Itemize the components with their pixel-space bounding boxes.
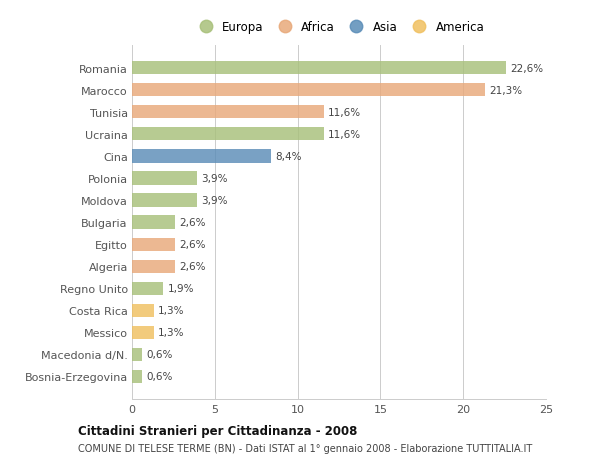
Bar	[132, 62, 506, 75]
Text: 0,6%: 0,6%	[146, 350, 172, 360]
Bar	[132, 326, 154, 339]
Legend: Europa, Africa, Asia, America: Europa, Africa, Asia, America	[189, 17, 489, 39]
Text: 22,6%: 22,6%	[511, 64, 544, 73]
Text: 0,6%: 0,6%	[146, 372, 172, 381]
Bar	[132, 304, 154, 317]
Text: 11,6%: 11,6%	[328, 129, 361, 140]
Text: 1,9%: 1,9%	[167, 284, 194, 294]
Bar	[132, 238, 175, 251]
Text: 1,3%: 1,3%	[158, 306, 184, 316]
Text: 21,3%: 21,3%	[489, 85, 522, 95]
Text: 3,9%: 3,9%	[201, 174, 227, 184]
Text: 3,9%: 3,9%	[201, 196, 227, 206]
Bar	[132, 150, 271, 163]
Bar	[132, 370, 142, 383]
Bar	[132, 172, 197, 185]
Text: 1,3%: 1,3%	[158, 328, 184, 338]
Bar	[132, 348, 142, 361]
Text: 11,6%: 11,6%	[328, 107, 361, 118]
Bar	[132, 260, 175, 273]
Text: 2,6%: 2,6%	[179, 218, 206, 228]
Text: COMUNE DI TELESE TERME (BN) - Dati ISTAT al 1° gennaio 2008 - Elaborazione TUTTI: COMUNE DI TELESE TERME (BN) - Dati ISTAT…	[78, 443, 532, 453]
Text: 2,6%: 2,6%	[179, 240, 206, 250]
Bar	[132, 84, 485, 97]
Text: Cittadini Stranieri per Cittadinanza - 2008: Cittadini Stranieri per Cittadinanza - 2…	[78, 424, 358, 437]
Text: 2,6%: 2,6%	[179, 262, 206, 272]
Bar	[132, 194, 197, 207]
Bar	[132, 128, 324, 141]
Bar	[132, 216, 175, 229]
Bar	[132, 282, 163, 295]
Bar	[132, 106, 324, 119]
Text: 8,4%: 8,4%	[275, 151, 302, 162]
